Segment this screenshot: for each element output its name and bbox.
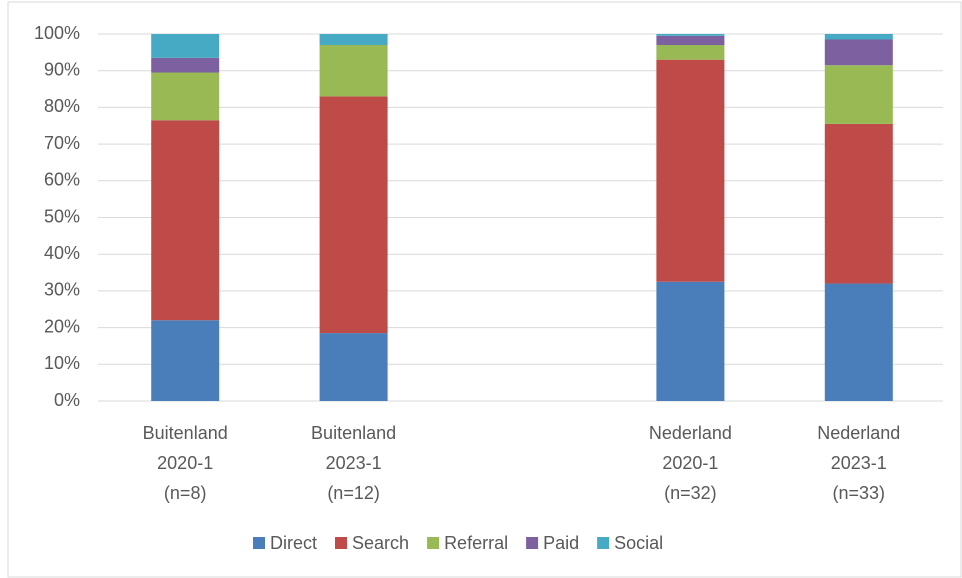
bar-segment bbox=[824, 123, 893, 284]
bar-segment bbox=[319, 333, 388, 401]
legend-label: Referral bbox=[444, 533, 508, 553]
bar-segment bbox=[824, 65, 893, 124]
x-tick-label: 2020-1 bbox=[157, 453, 213, 473]
y-tick-label: 90% bbox=[44, 59, 80, 79]
legend-swatch bbox=[597, 537, 610, 549]
legend-swatch bbox=[427, 537, 440, 549]
legend-label: Social bbox=[614, 533, 663, 553]
bar-segment bbox=[319, 45, 388, 97]
bar-segment bbox=[151, 57, 220, 73]
x-tick-label: (n=33) bbox=[833, 483, 886, 503]
legend-label: Paid bbox=[543, 533, 579, 553]
bar-segment bbox=[656, 281, 725, 401]
bar-segment bbox=[824, 39, 893, 66]
bar-segment bbox=[656, 59, 725, 282]
bar-segment bbox=[151, 34, 220, 58]
x-tick-label: Buitenland bbox=[311, 423, 396, 443]
bar-segment bbox=[656, 45, 725, 60]
y-tick-label: 30% bbox=[44, 280, 80, 300]
bar-segment bbox=[824, 283, 893, 401]
x-tick-label: 2023-1 bbox=[326, 453, 382, 473]
x-tick-label: 2020-1 bbox=[662, 453, 718, 473]
bar-segment bbox=[656, 35, 725, 46]
bar-segment bbox=[151, 320, 220, 401]
x-tick-label: (n=12) bbox=[327, 483, 380, 503]
x-tick-label: Nederland bbox=[817, 423, 900, 443]
legend-label: Direct bbox=[270, 533, 317, 553]
y-tick-label: 80% bbox=[44, 96, 80, 116]
x-tick-label: Nederland bbox=[649, 423, 732, 443]
x-tick-label: 2023-1 bbox=[831, 453, 887, 473]
y-tick-label: 40% bbox=[44, 243, 80, 263]
y-tick-label: 60% bbox=[44, 170, 80, 190]
bar-segment bbox=[656, 34, 725, 36]
legend-swatch bbox=[335, 537, 348, 549]
y-tick-label: 10% bbox=[44, 353, 80, 373]
bar-segment bbox=[151, 120, 220, 321]
y-tick-label: 0% bbox=[54, 390, 80, 410]
legend-label: Search bbox=[352, 533, 409, 553]
legend-swatch bbox=[526, 537, 539, 549]
chart-border bbox=[7, 1, 962, 578]
x-tick-label: Buitenland bbox=[143, 423, 228, 443]
y-tick-label: 50% bbox=[44, 206, 80, 226]
y-tick-label: 20% bbox=[44, 316, 80, 336]
y-tick-label: 100% bbox=[34, 23, 80, 43]
bar-segment bbox=[319, 96, 388, 334]
bar-segment bbox=[824, 34, 893, 40]
x-tick-label: (n=32) bbox=[664, 483, 717, 503]
x-tick-label: (n=8) bbox=[164, 483, 207, 503]
bar-segment bbox=[319, 34, 388, 46]
y-tick-label: 70% bbox=[44, 133, 80, 153]
legend-swatch bbox=[253, 537, 265, 549]
bar-segment bbox=[151, 72, 220, 121]
